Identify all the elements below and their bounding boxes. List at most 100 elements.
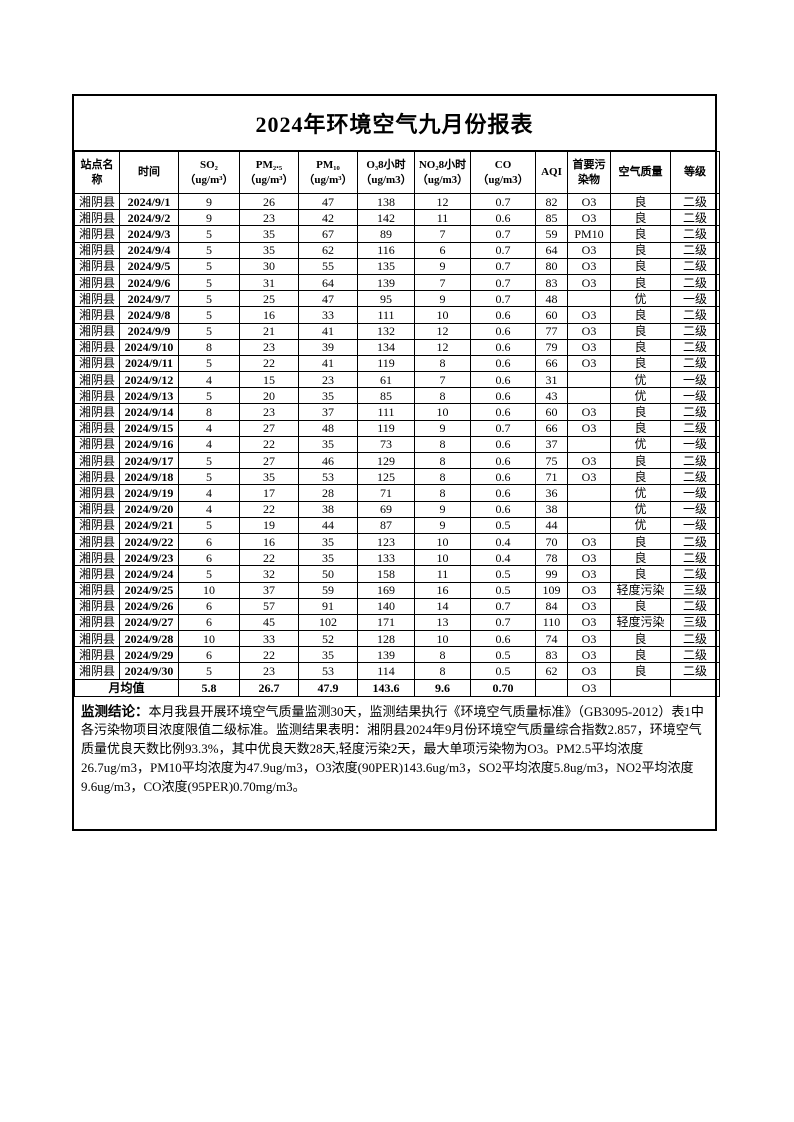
cell-air-quality: 良 (610, 306, 671, 324)
cell-aqi: 75 (535, 451, 568, 470)
cell-grade: 一级 (670, 371, 720, 389)
cell-pm10: 55 (298, 257, 358, 275)
table-body: 湘阴县 2024/9/1 9 26 47 138 12 0.7 82 O3 良二级 湘阴县 2024/9… (74, 192, 720, 680)
cell-grade: 二级 (670, 273, 720, 292)
cell-so2: 5 (178, 516, 240, 534)
cell-co: 0.6 (470, 435, 536, 454)
table-row: 湘阴县 2024/9/3 5 35 67 89 7 0.7 59 PM10 良二级 (74, 225, 720, 243)
cell-o3-8h: 95 (357, 290, 415, 308)
cell-station: 湘阴县 (74, 581, 120, 599)
col-header-air-quality: 空气质量 (610, 151, 671, 194)
cell-so2: 10 (178, 581, 240, 599)
cell-pm25: 25 (239, 290, 299, 308)
cell-no2-8h: 8 (414, 451, 471, 470)
cell-pm25: 19 (239, 516, 299, 534)
cell-date: 2024/9/21 (119, 516, 179, 534)
cell-co: 0.5 (470, 565, 536, 583)
cell-grade: 二级 (670, 403, 720, 421)
cell-air-quality: 轻度污染 (610, 613, 671, 632)
cell-grade: 一级 (670, 484, 720, 502)
cell-air-quality: 良 (610, 225, 671, 243)
cell-so2: 6 (178, 597, 240, 615)
cell-so2: 5 (178, 225, 240, 243)
cell-so2: 5 (178, 387, 240, 405)
cell-o3-8h: 71 (357, 484, 415, 502)
cell-so2: 6 (178, 532, 240, 551)
cell-so2: 5 (178, 306, 240, 324)
col-header-aqi: AQI (535, 151, 568, 194)
table-row: 湘阴县 2024/9/8 5 16 33 111 10 0.6 60 O3 良二级 (74, 306, 720, 324)
cell-pm10: 41 (298, 322, 358, 340)
cell-aqi: 60 (535, 306, 568, 324)
cell-o3-8h: 125 (357, 468, 415, 486)
cell-date: 2024/9/3 (119, 225, 179, 243)
cell-pm25: 16 (239, 306, 299, 324)
cell-air-quality: 良 (610, 419, 671, 437)
cell-o3-8h: 139 (357, 273, 415, 292)
cell-aqi: 78 (535, 549, 568, 567)
cell-no2-8h: 9 (414, 500, 471, 518)
table-row: 湘阴县 2024/9/29 6 22 35 139 8 0.5 83 O3 良二级 (74, 646, 720, 664)
cell-pm10: 33 (298, 306, 358, 324)
cell-primary-pollutant: O3 (567, 646, 611, 664)
cell-pm10: 35 (298, 549, 358, 567)
cell-no2-8h: 8 (414, 387, 471, 405)
cell-o3-8h: 69 (357, 500, 415, 518)
cell-o3-8h: 139 (357, 646, 415, 664)
cell-air-quality: 良 (610, 662, 671, 680)
cell-pm25: 37 (239, 581, 299, 599)
table-row: 湘阴县 2024/9/21 5 19 44 87 9 0.5 44 优一级 (74, 516, 720, 534)
cell-aqi: 66 (535, 419, 568, 437)
col-header-grade: 等级 (670, 151, 720, 194)
cell-aqi: 70 (535, 532, 568, 551)
cell-station: 湘阴县 (74, 257, 120, 275)
cell-air-quality: 良 (610, 338, 671, 356)
cell-co: 0.5 (470, 516, 536, 534)
cell-air-quality: 良 (610, 322, 671, 340)
cell-date: 2024/9/13 (119, 387, 179, 405)
cell-aqi: 71 (535, 468, 568, 486)
cell-air-quality: 良 (610, 354, 671, 373)
col-header-primary-pollutant: 首要污染物 (567, 151, 611, 194)
monthly-average-row: 月均值 5.8 26.7 47.9 143.6 9.6 0.70 O3 (74, 678, 720, 697)
cell-pm10: 102 (298, 613, 358, 632)
cell-grade: 二级 (670, 565, 720, 583)
cell-air-quality: 良 (610, 273, 671, 292)
cell-air-quality: 良 (610, 403, 671, 421)
cell-air-quality: 良 (610, 192, 671, 211)
cell-o3-8h: 171 (357, 613, 415, 632)
cell-primary-pollutant: O3 (567, 532, 611, 551)
cell-air-quality: 良 (610, 565, 671, 583)
cell-grade: 一级 (670, 387, 720, 405)
cell-grade: 二级 (670, 322, 720, 340)
cell-pm10: 35 (298, 532, 358, 551)
cell-primary-pollutant: O3 (567, 322, 611, 340)
cell-no2-8h: 9 (414, 516, 471, 534)
cell-pm10: 48 (298, 419, 358, 437)
cell-air-quality: 良 (610, 532, 671, 551)
cell-co: 0.6 (470, 630, 536, 648)
table-row: 湘阴县 2024/9/25 10 37 59 169 16 0.5 109 O3 轻度污染 三级 (74, 581, 720, 599)
cell-pm10: 47 (298, 290, 358, 308)
cell-pm25: 31 (239, 273, 299, 292)
cell-o3-8h: 119 (357, 354, 415, 373)
cell-no2-8h: 9 (414, 257, 471, 275)
cell-co: 0.7 (470, 225, 536, 243)
cell-so2: 6 (178, 613, 240, 632)
cell-grade: 二级 (670, 451, 720, 470)
cell-no2-8h: 12 (414, 322, 471, 340)
monthly-avg-o3-8h: 143.6 (357, 678, 415, 697)
cell-o3-8h: 119 (357, 419, 415, 437)
cell-station: 湘阴县 (74, 516, 120, 534)
cell-no2-8h: 7 (414, 273, 471, 292)
cell-o3-8h: 123 (357, 532, 415, 551)
table-row: 湘阴县 2024/9/1 9 26 47 138 12 0.7 82 O3 良二级 (74, 192, 720, 211)
cell-pm25: 26 (239, 192, 299, 211)
cell-station: 湘阴县 (74, 549, 120, 567)
cell-date: 2024/9/10 (119, 338, 179, 356)
table-row: 湘阴县 2024/9/22 6 16 35 123 10 0.4 70 O3 良二级 (74, 532, 720, 551)
cell-o3-8h: 132 (357, 322, 415, 340)
cell-primary-pollutant: O3 (567, 597, 611, 615)
cell-o3-8h: 111 (357, 306, 415, 324)
cell-grade: 二级 (670, 630, 720, 648)
